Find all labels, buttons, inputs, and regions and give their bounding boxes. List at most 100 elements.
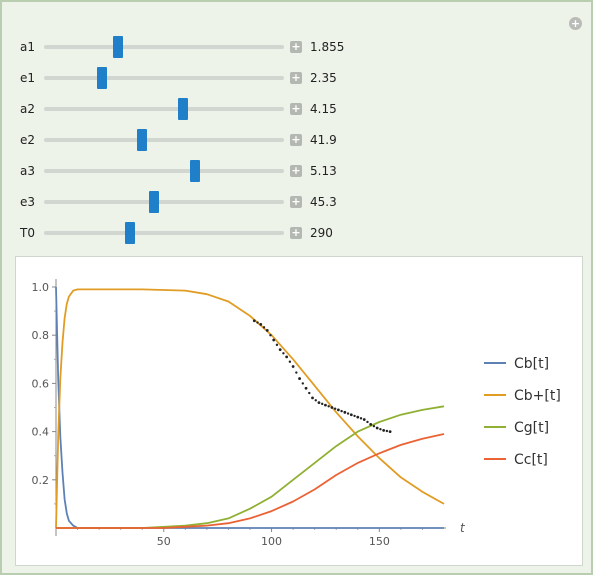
series-cc-line <box>56 433 445 529</box>
data-point <box>314 399 317 402</box>
y-tick-label: 0.4 <box>32 426 50 439</box>
data-point <box>353 414 356 418</box>
data-point <box>366 420 369 424</box>
x-axis-label: t <box>460 521 466 535</box>
data-point <box>256 321 259 324</box>
slider-row-t0: T0 +290 <box>2 222 592 244</box>
data-point <box>369 422 373 426</box>
data-point <box>272 338 276 342</box>
slider-thumb-a2[interactable] <box>178 98 189 120</box>
data-point <box>349 413 353 417</box>
slider-label: e3 <box>20 195 36 209</box>
data-point <box>317 401 321 405</box>
slider-track-e2[interactable] <box>44 129 284 151</box>
slider-label: T0 <box>20 226 35 240</box>
data-point <box>269 334 272 337</box>
data-point <box>321 402 324 406</box>
y-tick-label: 0.2 <box>32 474 50 487</box>
slider-label: a2 <box>20 102 35 116</box>
data-point <box>282 352 285 355</box>
data-point <box>285 355 289 359</box>
slider-thumb-e3[interactable] <box>149 191 160 213</box>
data-point <box>385 429 389 433</box>
slider-label: a1 <box>20 40 35 54</box>
slider-thumb-a3[interactable] <box>190 160 201 182</box>
slider-value: 5.13 <box>310 164 337 178</box>
slider-thumb-t0[interactable] <box>125 222 136 244</box>
data-point <box>336 408 340 412</box>
data-point <box>388 430 392 433</box>
slider-row-e2: e2 +41.9 <box>2 129 592 151</box>
slider-label: e2 <box>20 133 36 147</box>
data-point <box>291 365 295 368</box>
series-cb-line <box>55 286 444 529</box>
slider-value: 1.855 <box>310 40 345 54</box>
expand-plus-icon[interactable]: + <box>290 102 302 115</box>
expand-plus-icon[interactable]: + <box>290 226 302 239</box>
data-point <box>356 415 360 419</box>
slider-track-e1[interactable] <box>44 67 284 89</box>
expand-plus-icon[interactable]: + <box>290 195 302 208</box>
data-point <box>359 417 363 420</box>
series-cbplus-line <box>55 288 445 529</box>
x-tick-label: 50 <box>157 535 171 548</box>
data-point <box>278 348 282 352</box>
data-point <box>372 424 376 428</box>
data-point <box>311 396 314 400</box>
slider-thumb-e1[interactable] <box>96 67 107 89</box>
data-point <box>262 326 266 329</box>
slider-label: e1 <box>20 71 36 85</box>
expand-plus-icon[interactable]: + <box>290 40 302 53</box>
slider-row-a2: a2 +4.15 <box>2 98 592 120</box>
data-point <box>346 412 350 415</box>
data-point <box>275 343 279 347</box>
x-tick-label: 150 <box>369 535 390 548</box>
options-plus-icon[interactable]: + <box>569 17 582 30</box>
series-cg-line <box>56 405 445 529</box>
data-point <box>324 403 327 407</box>
slider-track-t0[interactable] <box>44 222 284 244</box>
x-tick-label: 100 <box>261 535 282 548</box>
slider-value: 41.9 <box>310 133 337 147</box>
slider-track-a3[interactable] <box>44 160 284 182</box>
slider-track-e3[interactable] <box>44 191 284 213</box>
legend-cbplus-label: Cb+[t] <box>514 388 561 404</box>
slider-row-a1: a1 +1.855 <box>2 36 592 58</box>
expand-plus-icon[interactable]: + <box>290 164 302 177</box>
data-point <box>252 319 256 323</box>
concentration-chart: 50 100 150 0.2 0.4 0.6 0.8 1.0 t Cb[t] Cb+[t] Cg[t]… <box>32 279 561 548</box>
slider-track-a1[interactable] <box>44 36 284 58</box>
slider-label: a3 <box>20 164 35 178</box>
slider-thumb-e2[interactable] <box>137 129 148 151</box>
data-point <box>308 391 311 395</box>
data-point <box>362 418 366 421</box>
y-tick-label: 0.6 <box>32 377 50 390</box>
data-point <box>327 405 330 408</box>
data-point <box>379 427 382 431</box>
data-point <box>340 409 343 413</box>
expand-plus-icon[interactable]: + <box>290 71 302 84</box>
y-tick-label: 1.0 <box>32 281 50 294</box>
slider-track-a2[interactable] <box>44 98 284 120</box>
expand-plus-icon[interactable]: + <box>290 133 302 146</box>
slider-row-e3: e3 +45.3 <box>2 191 592 213</box>
slider-thumb-a1[interactable] <box>113 36 124 58</box>
legend-cb-label: Cb[t] <box>514 356 549 372</box>
plot-area: 50 100 150 0.2 0.4 0.6 0.8 1.0 t Cb[t] Cb+[t] Cg[t]… <box>15 256 583 566</box>
slider-value: 4.15 <box>310 102 337 116</box>
legend-cc-label: Cc[t] <box>514 452 548 468</box>
data-point <box>330 406 334 409</box>
slider-value: 290 <box>310 226 333 240</box>
data-point <box>298 377 301 380</box>
legend-cg-label: Cg[t] <box>514 420 549 436</box>
slider-row-e1: e1 +2.35 <box>2 67 592 89</box>
data-point <box>375 426 379 430</box>
data-point <box>343 410 347 414</box>
data-point <box>265 328 269 332</box>
slider-value: 45.3 <box>310 195 337 209</box>
data-point <box>382 428 386 432</box>
data-point <box>259 322 263 326</box>
slider-row-a3: a3 +5.13 <box>2 160 592 182</box>
data-point <box>333 407 337 410</box>
